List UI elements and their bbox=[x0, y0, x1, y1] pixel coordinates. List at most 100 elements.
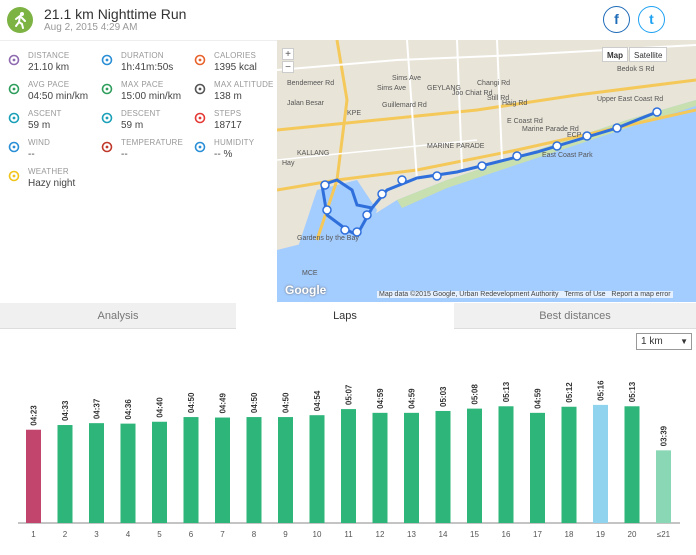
zoom-in-button[interactable]: + bbox=[282, 48, 294, 60]
lap-tick-label: 18 bbox=[565, 530, 574, 539]
terms-link[interactable]: Terms of Use bbox=[564, 291, 606, 298]
map-type-satellite-button[interactable]: Satellite bbox=[629, 47, 668, 62]
mountain-icon bbox=[194, 82, 206, 95]
lap-tick-label: 9 bbox=[283, 530, 288, 539]
zoom-out-button[interactable]: − bbox=[282, 61, 294, 73]
map-label: Bendemeer Rd bbox=[287, 80, 335, 87]
lap-bar-13[interactable] bbox=[404, 412, 419, 523]
activity-header: 21.1 km Nighttime Run Aug 2, 2015 4:29 A… bbox=[0, 0, 696, 40]
tab-best-distances[interactable]: Best distances bbox=[539, 310, 611, 322]
stat-distance: DISTANCE 21.10 km bbox=[8, 49, 98, 77]
lap-bar-15[interactable] bbox=[467, 408, 482, 523]
chevron-down-icon: ▼ bbox=[680, 337, 688, 346]
map-canvas bbox=[277, 40, 696, 302]
tab-analysis[interactable]: Analysis bbox=[97, 310, 139, 322]
twitter-icon: t bbox=[649, 11, 654, 27]
map-label: Guillemard Rd bbox=[382, 102, 427, 109]
laps-bar-chart: 04:23 1 04:33 2 04:37 3 04:36 4 04:40 5 04:50 6 04:4… bbox=[18, 380, 680, 539]
lap-bar-1[interactable] bbox=[26, 429, 41, 523]
stat-value: -- % bbox=[214, 149, 233, 160]
steps-icon bbox=[194, 111, 206, 124]
stat-label: MAX PACE bbox=[121, 80, 164, 89]
map-label: ECP bbox=[567, 132, 582, 139]
lap-pace-label: 04:50 bbox=[282, 392, 291, 413]
lap-bar-8[interactable] bbox=[246, 417, 262, 523]
map-label: Jalan Besar bbox=[287, 100, 324, 107]
map-label: E Coast Rd bbox=[507, 118, 543, 125]
humidity-icon bbox=[194, 140, 206, 153]
lap-bar-3[interactable] bbox=[89, 423, 104, 523]
lap-bar-20[interactable] bbox=[624, 406, 640, 523]
lap-bar-≤21[interactable] bbox=[656, 450, 671, 523]
lap-bar-10[interactable] bbox=[309, 415, 325, 523]
flame-icon bbox=[194, 53, 206, 66]
stat-label: TEMPERATURE bbox=[121, 138, 184, 147]
lap-bar-5[interactable] bbox=[152, 421, 167, 523]
lap-bar-4[interactable] bbox=[120, 423, 136, 523]
lap-pace-label: 05:13 bbox=[502, 381, 511, 402]
lap-bar-18[interactable] bbox=[561, 406, 577, 523]
lap-tick-label: 6 bbox=[189, 530, 194, 539]
map-label: Haig Rd bbox=[502, 100, 528, 107]
lap-bar-2[interactable] bbox=[57, 425, 73, 523]
map-label: Sims Ave bbox=[392, 75, 422, 82]
map-label: Upper East Coast Rd bbox=[597, 96, 664, 103]
tab-laps[interactable]: Laps bbox=[236, 303, 454, 329]
lap-bar-7[interactable] bbox=[215, 417, 230, 523]
lap-pace-label: 05:16 bbox=[597, 380, 606, 401]
stat-label: MAX ALTITUDE bbox=[214, 80, 274, 89]
lap-bar-14[interactable] bbox=[435, 410, 451, 523]
stat-label: WIND bbox=[28, 138, 51, 147]
stat-label: DISTANCE bbox=[28, 51, 70, 60]
facebook-share-button[interactable]: f bbox=[603, 6, 630, 33]
lap-pace-label: 04:50 bbox=[250, 392, 259, 413]
map-label: GEYLANG bbox=[427, 85, 461, 92]
stat-value: 1h:41m:50s bbox=[121, 62, 174, 73]
lap-pace-label: 04:59 bbox=[534, 388, 543, 409]
lap-bar-19[interactable] bbox=[593, 404, 608, 523]
lap-pace-label: 04:49 bbox=[219, 393, 228, 414]
clock-icon bbox=[101, 53, 113, 66]
lap-bar-11[interactable] bbox=[341, 409, 356, 523]
lap-tick-label: 11 bbox=[344, 530, 353, 539]
map-label: Changi Rd bbox=[477, 80, 511, 87]
wind-icon bbox=[8, 140, 20, 153]
lap-distance-value: 1 km bbox=[641, 336, 663, 347]
stat-label: ASCENT bbox=[28, 109, 62, 118]
stat-value: 04:50 min/km bbox=[28, 91, 89, 102]
lap-pace-label: 04:23 bbox=[30, 405, 39, 426]
stat-descent: DESCENT 59 m bbox=[101, 107, 191, 135]
stat-avg-pace: AVG PACE 04:50 min/km bbox=[8, 78, 98, 106]
map-label: East Coast Park bbox=[542, 152, 593, 159]
map-label: Hay bbox=[282, 160, 295, 167]
stat-label: HUMIDITY bbox=[214, 138, 255, 147]
lap-bar-6[interactable] bbox=[183, 417, 199, 523]
map-footer: Map data ©2015 Google, Urban Redevelopme… bbox=[377, 291, 673, 298]
lap-distance-select[interactable]: 1 km ▼ bbox=[636, 333, 692, 350]
lap-bar-17[interactable] bbox=[530, 412, 545, 523]
lap-pace-label: 05:12 bbox=[565, 382, 574, 403]
runner-icon bbox=[7, 7, 33, 33]
twitter-share-button[interactable]: t bbox=[638, 6, 665, 33]
google-logo: Google bbox=[285, 283, 327, 297]
lap-tick-label: 3 bbox=[94, 530, 99, 539]
lap-tick-label: 5 bbox=[157, 530, 162, 539]
stat-humidity: HUMIDITY -- % bbox=[194, 136, 284, 164]
stat-weather: WEATHER Hazy night bbox=[8, 165, 98, 193]
lap-tick-label: 1 bbox=[31, 530, 36, 539]
stat-label: AVG PACE bbox=[28, 80, 70, 89]
lap-pace-label: 04:40 bbox=[156, 397, 165, 418]
map-label: KPE bbox=[347, 110, 362, 117]
lap-pace-label: 04:50 bbox=[187, 392, 196, 413]
lap-bar-16[interactable] bbox=[498, 406, 514, 523]
stat-value: 18717 bbox=[214, 120, 242, 131]
map-label: Joo Chiat Rd bbox=[452, 90, 493, 97]
lap-bar-9[interactable] bbox=[278, 417, 293, 523]
report-error-link[interactable]: Report a map error bbox=[611, 291, 671, 298]
stat-value: 15:00 min/km bbox=[121, 91, 182, 102]
map-type-map-button[interactable]: Map bbox=[602, 47, 628, 62]
weather-icon bbox=[8, 169, 20, 182]
lap-pace-label: 04:59 bbox=[376, 388, 385, 409]
route-map[interactable]: GEYLANG Sims Ave Changi Rd Guillemard Rd E C… bbox=[277, 40, 696, 302]
lap-bar-12[interactable] bbox=[372, 412, 388, 523]
